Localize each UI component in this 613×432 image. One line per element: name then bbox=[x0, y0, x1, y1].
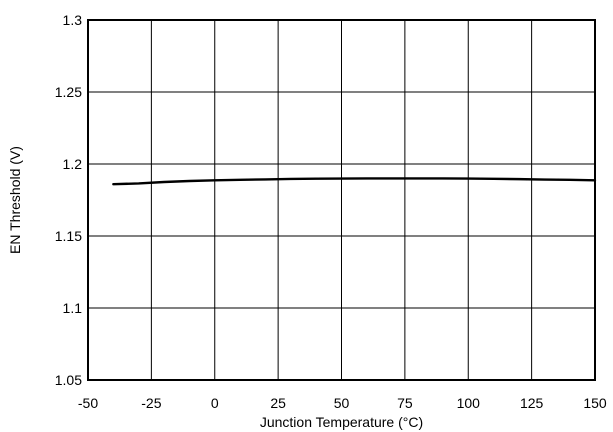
plot-frame bbox=[87, 19, 596, 381]
x-axis-title: Junction Temperature (°C) bbox=[260, 414, 423, 430]
x-tick-label: 150 bbox=[583, 395, 607, 411]
x-tick-label: 125 bbox=[520, 395, 544, 411]
y-tick-label: 1.15 bbox=[55, 228, 82, 244]
y-tick-label: 1.1 bbox=[63, 300, 83, 316]
data-series bbox=[112, 177, 597, 186]
x-tick-label: 100 bbox=[457, 395, 481, 411]
x-tick-label: -25 bbox=[141, 395, 161, 411]
y-tick-label: 1.3 bbox=[63, 12, 83, 28]
y-tick-label: 1.05 bbox=[55, 372, 82, 388]
y-tick-label: 1.25 bbox=[55, 84, 82, 100]
series-line bbox=[112, 177, 597, 186]
y-axis-title: EN Threshold (V) bbox=[7, 146, 23, 254]
x-tick-labels: -50 -25 0 25 50 75 100 125 150 bbox=[78, 395, 607, 411]
x-tick-label: 25 bbox=[270, 395, 286, 411]
y-tick-labels: 1.05 1.1 1.15 1.2 1.25 1.3 bbox=[55, 12, 82, 388]
x-tick-label: 50 bbox=[334, 395, 350, 411]
x-tick-label: -50 bbox=[78, 395, 98, 411]
grid-lines bbox=[88, 20, 595, 380]
x-tick-label: 0 bbox=[211, 395, 219, 411]
x-tick-label: 75 bbox=[397, 395, 413, 411]
y-tick-label: 1.2 bbox=[63, 156, 83, 172]
